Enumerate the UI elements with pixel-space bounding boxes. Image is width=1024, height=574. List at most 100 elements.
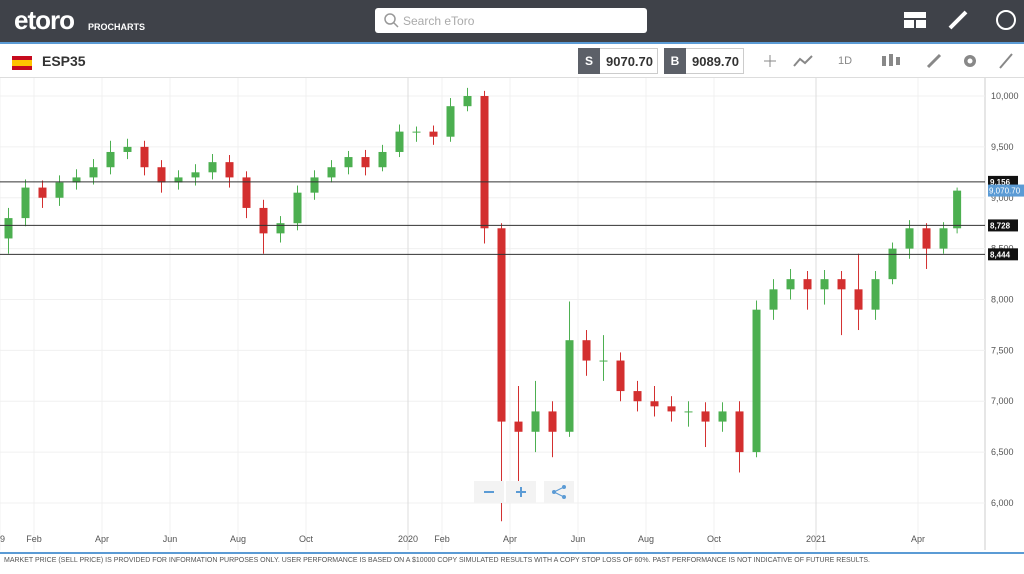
candle-body — [905, 228, 914, 249]
y-tick-label: 9,000 — [991, 193, 1014, 203]
candle-body — [582, 340, 591, 361]
x-tick-label: Oct — [299, 534, 314, 544]
x-tick-label: Apr — [503, 534, 517, 544]
search-icon — [384, 13, 399, 28]
candle-body — [599, 360, 608, 362]
level-label: 8,444 — [990, 250, 1011, 259]
candle-body — [225, 162, 234, 178]
candle-body — [208, 162, 217, 173]
candle-body — [395, 131, 404, 152]
candle-body — [752, 309, 761, 453]
y-tick-label: 10,000 — [991, 91, 1019, 101]
candle-body — [310, 177, 319, 193]
chart: 6,0006,5007,0007,5008,0008,5009,0009,500… — [0, 78, 1024, 550]
candle-body — [72, 177, 81, 183]
candle-body — [633, 391, 642, 402]
x-tick-label: Jun — [163, 534, 178, 544]
candle-body — [259, 207, 268, 234]
candle-body — [684, 411, 693, 413]
disclaimer: MARKET PRICE (SELL PRICE) IS PROVIDED FO… — [4, 557, 870, 564]
candle-body — [565, 340, 574, 432]
candle-body — [429, 131, 438, 137]
interval[interactable]: 1D — [838, 55, 853, 67]
x-tick-label: Aug — [230, 534, 246, 544]
y-tick-label: 9,500 — [991, 142, 1014, 152]
candle-body — [38, 187, 47, 198]
candle-body — [939, 228, 948, 249]
candle-body — [548, 411, 557, 432]
x-tick-label: Feb — [434, 534, 450, 544]
current-price-label: 9,070.70 — [989, 187, 1021, 196]
logo[interactable]: etoro — [14, 5, 75, 35]
candle-body — [616, 360, 625, 392]
candle-body — [157, 167, 166, 183]
x-tick-label: 2021 — [806, 534, 826, 544]
candle-body — [480, 96, 489, 229]
buy-price[interactable]: 9089.70 — [686, 48, 744, 74]
x-tick-label: 2020 — [398, 534, 418, 544]
candle-body — [140, 146, 149, 168]
x-tick-label: Jun — [571, 534, 586, 544]
candle-body — [650, 401, 659, 407]
candle-body — [701, 411, 710, 422]
candle-body — [242, 177, 251, 208]
header-icons[interactable] — [894, 0, 1024, 42]
x-tick-label: 19 — [0, 534, 5, 544]
candle-body — [735, 411, 744, 453]
candle-body — [327, 167, 336, 178]
zoom-controls[interactable] — [474, 481, 584, 505]
y-tick-label: 8,000 — [991, 295, 1014, 305]
level-tag — [988, 248, 1018, 261]
candle-body — [106, 151, 115, 168]
logo-sub: PROCHARTS — [88, 22, 146, 32]
candle-body — [837, 279, 846, 290]
current-price-tag — [988, 184, 1024, 197]
candle-body — [174, 177, 183, 183]
candle-body — [803, 279, 812, 290]
flag-icon — [12, 56, 32, 70]
symbol: ESP35 — [42, 53, 86, 69]
candle-body — [55, 182, 64, 198]
buy-button[interactable]: B — [664, 48, 686, 74]
candle-body — [4, 218, 13, 239]
candle-body — [922, 228, 931, 249]
sell-button[interactable]: S — [578, 48, 600, 74]
candle-body — [497, 228, 506, 422]
candle-body — [514, 421, 523, 432]
candle-body — [191, 172, 200, 178]
y-tick-label: 6,500 — [991, 447, 1014, 457]
level-label: 8,728 — [990, 221, 1011, 230]
candle-body — [531, 411, 540, 432]
candle-body — [412, 131, 421, 133]
candle-body — [871, 279, 880, 310]
candle-body — [446, 106, 455, 137]
toolbar: ESP35 S 9070.70 B 9089.70 1D — [0, 42, 1024, 78]
sell-price[interactable]: 9070.70 — [600, 48, 658, 74]
tool-icons[interactable] — [744, 44, 1024, 78]
candle-body — [21, 187, 30, 219]
candle-body — [786, 279, 795, 290]
candle-body — [888, 248, 897, 280]
x-tick-label: Oct — [707, 534, 722, 544]
search-placeholder: Search eToro — [403, 14, 475, 28]
candle-body — [123, 146, 132, 152]
x-tick-label: Apr — [911, 534, 925, 544]
candle-body — [769, 289, 778, 310]
candle-body — [820, 279, 829, 290]
candle-body — [463, 96, 472, 107]
candle-body — [378, 151, 387, 168]
candle-body — [361, 157, 370, 168]
candle-body — [344, 157, 353, 168]
candle-body — [953, 190, 962, 229]
x-tick-label: Apr — [95, 534, 109, 544]
candle-body — [854, 289, 863, 310]
level-tag — [988, 219, 1018, 232]
candle-body — [276, 223, 285, 234]
header: etoro PROCHARTS Search eToro — [0, 0, 1024, 42]
y-tick-label: 7,000 — [991, 396, 1014, 406]
candle-body — [667, 406, 676, 412]
search-box[interactable]: Search eToro — [375, 8, 647, 33]
candle-body — [89, 167, 98, 178]
y-tick-label: 6,000 — [991, 498, 1014, 508]
